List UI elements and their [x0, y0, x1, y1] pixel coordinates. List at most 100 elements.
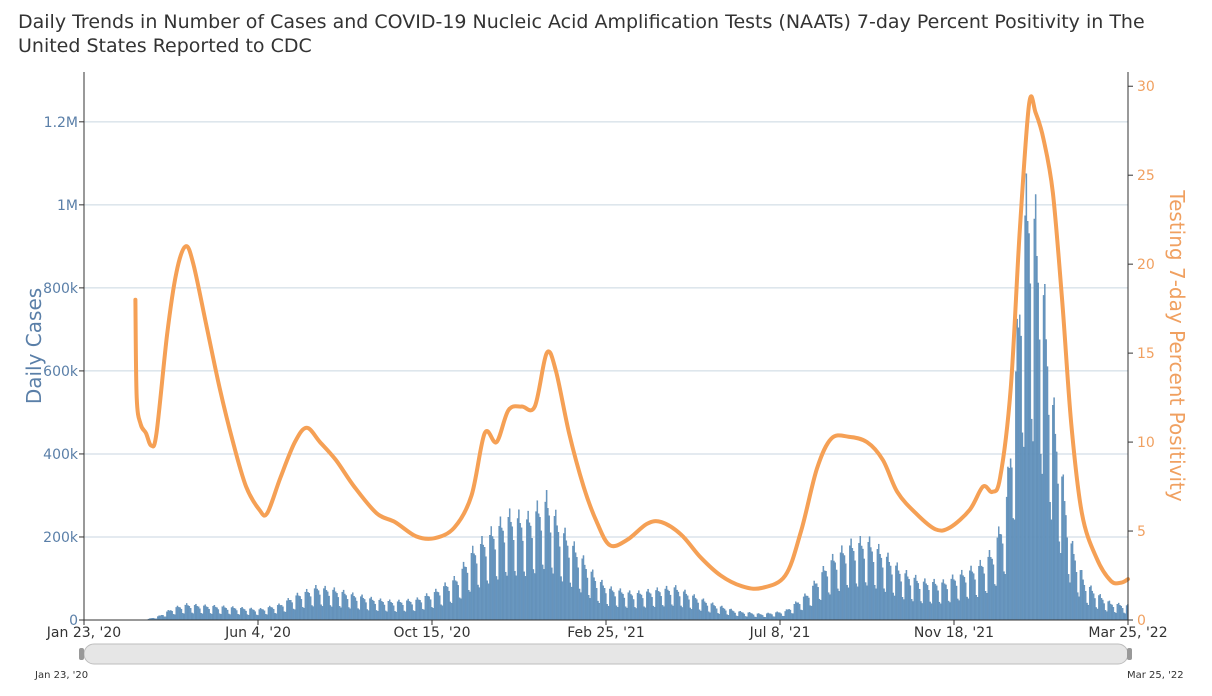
daily-cases-bar: [992, 564, 995, 621]
daily-cases-bar: [588, 595, 590, 621]
daily-cases-bar: [611, 590, 614, 621]
daily-cases-bar: [872, 562, 875, 621]
daily-cases-bar: [750, 613, 752, 621]
daily-cases-bar: [425, 593, 428, 621]
daily-cases-bar: [626, 607, 628, 621]
daily-cases-bar: [448, 590, 450, 621]
daily-cases-bar: [196, 605, 198, 621]
daily-cases-bar: [307, 592, 309, 621]
daily-cases-bar: [408, 601, 411, 621]
daily-cases-bar: [398, 599, 400, 621]
daily-cases-bar: [276, 605, 279, 621]
right-axis-ticks: 0 5 10 15 20 25 30: [1128, 79, 1155, 629]
daily-cases-bar: [846, 584, 848, 621]
daily-cases-bar: [925, 583, 927, 621]
daily-cases-bar: [357, 608, 359, 621]
daily-cases-bar: [468, 590, 470, 621]
daily-cases-bar: [460, 598, 462, 621]
daily-cases-bar: [613, 592, 615, 621]
daily-cases-bar: [958, 600, 960, 621]
daily-cases-bar: [519, 523, 521, 621]
daily-cases-bar: [362, 597, 365, 621]
daily-cases-bar: [1046, 366, 1049, 621]
daily-cases-bar: [593, 577, 595, 621]
daily-cases-bar: [319, 594, 321, 621]
daily-cases-bar: [901, 597, 904, 621]
daily-cases-bar: [568, 557, 570, 621]
navigator-right-handle[interactable]: [1127, 648, 1132, 660]
daily-cases-bar: [912, 601, 914, 621]
daily-cases-bar: [240, 608, 242, 621]
daily-cases-bar: [366, 609, 369, 621]
daily-cases-bar: [383, 604, 386, 621]
daily-cases-bar: [1004, 574, 1007, 621]
daily-cases-bar: [889, 565, 892, 621]
daily-cases-bar: [1125, 605, 1128, 621]
daily-cases-bar: [871, 551, 873, 621]
daily-cases-bar: [552, 573, 554, 621]
navigator-track[interactable]: [83, 643, 1129, 665]
daily-cases-bar: [209, 613, 212, 621]
daily-cases-bar: [885, 556, 888, 621]
daily-cases-bar: [982, 567, 984, 621]
daily-cases-bar: [1017, 327, 1020, 621]
daily-cases-bar: [506, 575, 508, 621]
daily-cases-bar: [220, 614, 222, 621]
y-left-tick-label: 200k: [43, 530, 79, 546]
daily-cases-bar: [211, 613, 213, 621]
daily-cases-bar: [713, 605, 715, 621]
daily-cases-bar: [1069, 582, 1071, 621]
daily-cases-bar: [258, 609, 260, 621]
navigator-left-handle[interactable]: [79, 648, 84, 660]
daily-cases-bar: [1075, 572, 1078, 621]
daily-cases-bar: [461, 568, 463, 621]
daily-cases-bar: [222, 605, 225, 621]
daily-cases-bar: [584, 564, 586, 621]
daily-cases-bar: [1095, 607, 1097, 621]
daily-cases-bar: [979, 559, 981, 621]
daily-cases-bar: [178, 607, 180, 621]
daily-cases-bar: [348, 607, 350, 621]
daily-cases-bar: [267, 607, 270, 621]
daily-cases-bar: [166, 611, 168, 621]
daily-cases-bar: [826, 576, 829, 621]
daily-cases-bar: [207, 607, 209, 621]
daily-cases-bar: [1028, 233, 1030, 621]
daily-cases-bar: [945, 584, 947, 621]
daily-cases-bar: [472, 545, 474, 621]
daily-cases-bar: [839, 552, 842, 621]
daily-cases-bar: [561, 581, 564, 621]
daily-cases-bar: [984, 591, 987, 621]
daily-cases-bar: [189, 608, 192, 621]
daily-cases-bar: [462, 561, 465, 621]
daily-cases-bar: [548, 515, 550, 621]
daily-cases-bar: [1103, 603, 1105, 621]
daily-cases-bar: [349, 608, 351, 621]
range-navigator[interactable]: Jan 23, '20 Mar 25, '22: [34, 643, 1184, 681]
daily-cases-bar: [412, 610, 415, 621]
daily-cases-bar: [254, 611, 256, 621]
daily-cases-bar: [1050, 519, 1053, 621]
daily-cases-bar: [714, 606, 717, 621]
daily-cases-bar: [299, 596, 301, 621]
daily-cases-bar: [651, 597, 653, 621]
daily-cases-bar: [929, 601, 931, 621]
daily-cases-bar: [478, 587, 481, 621]
daily-cases-bar: [706, 605, 709, 621]
daily-cases-bar: [247, 614, 250, 621]
daily-cases-bar: [825, 571, 827, 621]
daily-cases-bar: [615, 605, 618, 621]
daily-cases-bar: [1066, 537, 1068, 621]
daily-cases-bar: [680, 605, 682, 621]
daily-cases-bar: [329, 605, 332, 621]
daily-cases-bar: [259, 608, 262, 621]
daily-cases-bar: [570, 586, 573, 621]
daily-cases-bar: [527, 510, 529, 621]
daily-cases-bar: [756, 613, 759, 621]
daily-cases-bar: [394, 611, 396, 621]
daily-cases-bar: [1057, 483, 1059, 621]
daily-cases-bar: [841, 545, 843, 621]
daily-cases-bar: [780, 613, 782, 621]
daily-cases-bar: [294, 609, 296, 621]
daily-cases-bar: [440, 604, 442, 621]
